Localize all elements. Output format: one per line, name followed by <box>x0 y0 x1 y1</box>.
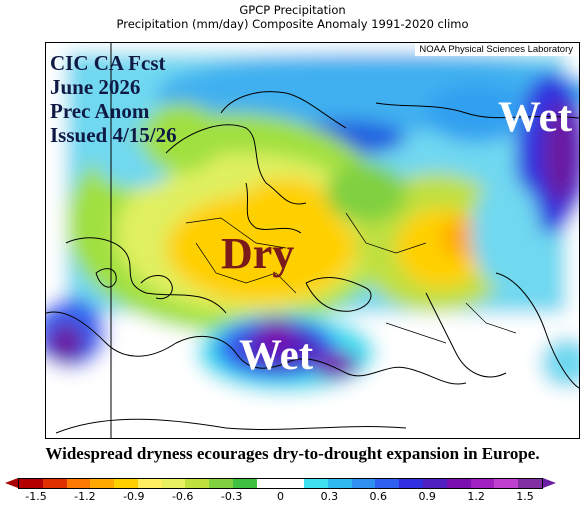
forecast-line: June 2026 <box>50 75 141 99</box>
colorbar-swatch <box>256 479 281 488</box>
forecast-line: CIC CA Fcst <box>50 51 166 75</box>
colorbar <box>18 478 543 489</box>
precipitation-anomaly-map: NOAA Physical Sciences Laboratory CIC CA… <box>45 42 580 439</box>
wet-annotation-mediterranean: Wet <box>239 332 314 379</box>
colorbar-swatch <box>185 479 210 488</box>
chart-subtitle: Precipitation (mm/day) Composite Anomaly… <box>116 17 469 31</box>
colorbar-swatch <box>399 479 424 488</box>
colorbar-swatch <box>327 479 352 488</box>
colorbar-swatch <box>19 479 43 488</box>
colorbar-high-arrow <box>543 478 556 488</box>
colorbar-tick-label: 0 <box>277 490 284 503</box>
colorbar-swatch <box>470 479 495 488</box>
colorbar-swatch <box>494 479 519 488</box>
colorbar-tick-label: 0.9 <box>418 490 436 503</box>
anomaly-shading <box>46 43 579 438</box>
colorbar-swatch <box>66 479 91 488</box>
colorbar-swatch <box>209 479 233 488</box>
data-source-credit: NOAA Physical Sciences Laboratory <box>415 43 577 56</box>
colorbar-swatch <box>280 479 305 488</box>
forecast-line: Issued 4/15/26 <box>50 123 177 147</box>
colorbar-tick-label: -1.5 <box>25 490 47 503</box>
colorbar-swatch <box>137 479 162 488</box>
colorbar-swatch <box>375 479 400 488</box>
colorbar-swatch <box>161 479 186 488</box>
colorbar-swatch <box>423 479 447 488</box>
colorbar-swatch <box>90 479 115 488</box>
colorbar-tick-label: 0.6 <box>369 490 388 503</box>
colorbar-swatch <box>446 479 471 488</box>
colorbar-tick-label: 1.5 <box>516 490 534 503</box>
colorbar-tick-label: -1.2 <box>74 490 96 503</box>
country-borders <box>185 212 517 344</box>
wet-annotation-east: Wet <box>498 94 573 141</box>
colorbar-swatch <box>518 479 542 488</box>
colorbar-tick-label: -0.6 <box>171 490 194 503</box>
colorbar-tick-label: -0.3 <box>220 490 243 503</box>
colorbar-swatch <box>304 479 328 488</box>
colorbar-tick-label: 0.3 <box>320 490 339 503</box>
map-caption: Widespread dryness ecourages dry-to-drou… <box>45 444 540 463</box>
colorbar-tick-label: -0.9 <box>123 490 145 503</box>
colorbar-tick-label: 1.2 <box>467 490 485 503</box>
colorbar-swatch <box>232 479 257 488</box>
colorbar-swatch <box>351 479 376 488</box>
forecast-line: Prec Anom <box>50 99 150 123</box>
colorbar-low-arrow <box>5 478 18 488</box>
colorbar-swatch <box>42 479 67 488</box>
forecast-info: CIC CA Fcst June 2026 Prec Anom Issued 4… <box>50 51 177 147</box>
colorbar-swatch <box>114 479 138 488</box>
map-canvas <box>46 43 579 438</box>
dry-annotation: Dry <box>221 229 295 278</box>
chart-title: GPCP Precipitation <box>239 3 346 17</box>
coastlines <box>46 91 579 434</box>
